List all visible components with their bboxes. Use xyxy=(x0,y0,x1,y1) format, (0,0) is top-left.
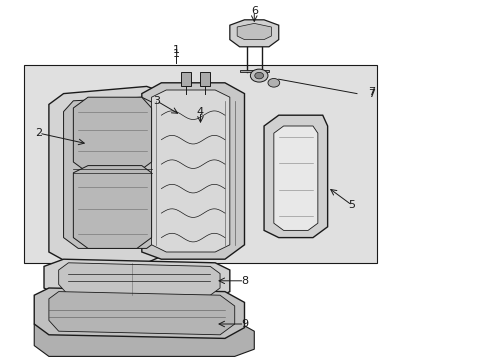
Text: 8: 8 xyxy=(241,276,247,286)
Text: 7: 7 xyxy=(367,87,374,97)
Text: 7: 7 xyxy=(367,89,374,99)
Polygon shape xyxy=(63,97,161,248)
Polygon shape xyxy=(73,97,151,173)
Polygon shape xyxy=(49,86,176,263)
Text: 4: 4 xyxy=(197,107,203,117)
Polygon shape xyxy=(34,317,254,356)
Polygon shape xyxy=(237,23,271,40)
Polygon shape xyxy=(59,263,220,295)
Text: 2: 2 xyxy=(36,128,42,138)
Text: 3: 3 xyxy=(153,96,160,106)
Text: 6: 6 xyxy=(250,6,257,16)
Polygon shape xyxy=(264,115,327,238)
Text: 1: 1 xyxy=(172,45,179,55)
Circle shape xyxy=(267,78,279,87)
Circle shape xyxy=(254,72,263,79)
Polygon shape xyxy=(151,90,229,252)
Polygon shape xyxy=(34,288,244,338)
Polygon shape xyxy=(44,259,229,299)
Text: 1: 1 xyxy=(172,49,179,59)
Polygon shape xyxy=(229,20,278,47)
Polygon shape xyxy=(273,126,317,230)
Polygon shape xyxy=(73,166,151,248)
Circle shape xyxy=(250,69,267,82)
Bar xyxy=(24,65,376,263)
Text: 5: 5 xyxy=(348,200,355,210)
Bar xyxy=(181,72,190,86)
Text: 9: 9 xyxy=(241,319,247,329)
Polygon shape xyxy=(142,83,244,259)
Polygon shape xyxy=(239,70,268,72)
Polygon shape xyxy=(49,292,234,335)
Bar xyxy=(200,72,210,86)
